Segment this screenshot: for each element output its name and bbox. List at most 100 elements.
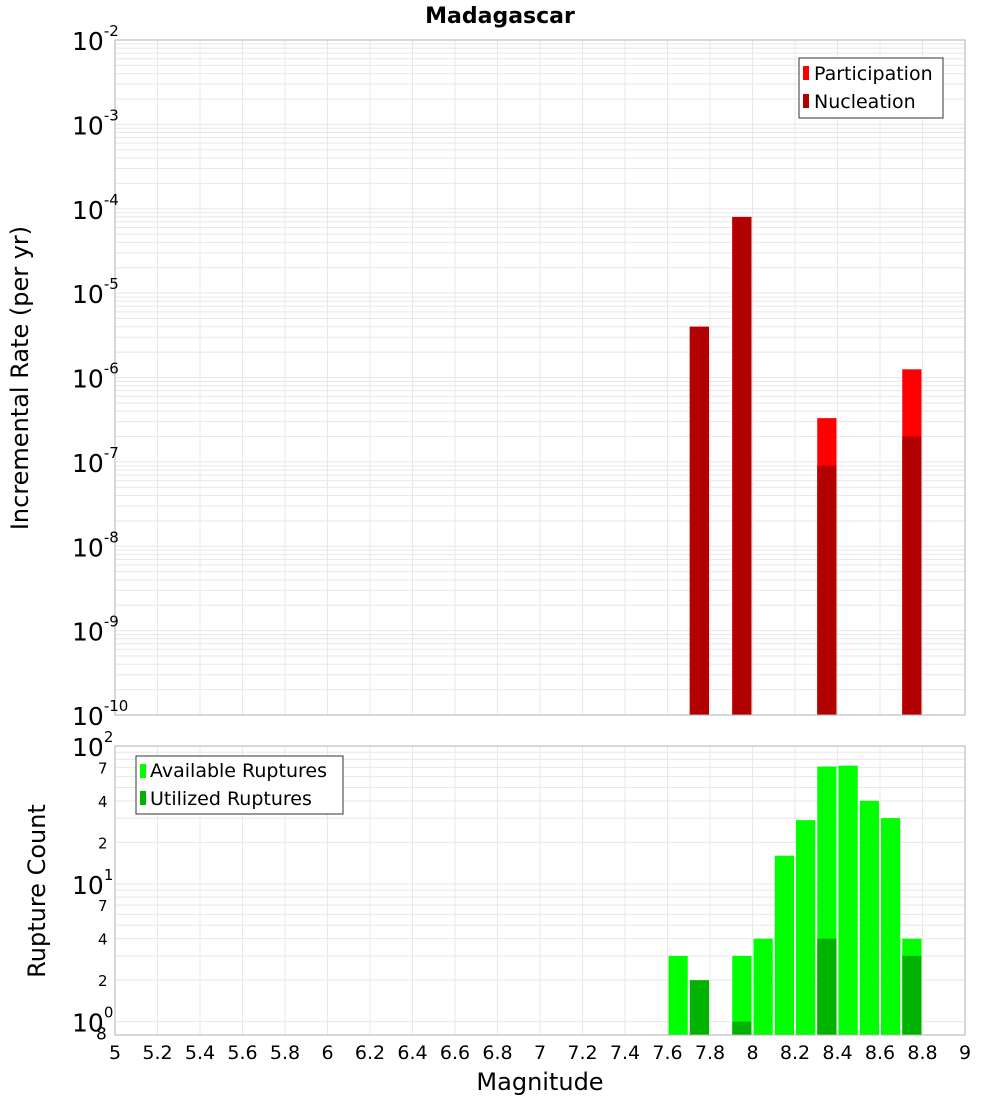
bottom-plot-frame — [114, 745, 966, 1036]
top-y-tick-label: 10-10 — [72, 697, 128, 731]
legend-swatch-nucleation — [803, 94, 809, 108]
tick-exponent: -5 — [104, 275, 119, 293]
tick-base: 10 — [72, 702, 104, 731]
x-tick-label: 7 — [534, 1042, 546, 1064]
legend-swatch-participation — [803, 66, 809, 80]
top-plot-bars — [689, 216, 922, 715]
top-plot-grid — [114, 40, 966, 716]
legend-label-available: Available Ruptures — [150, 760, 327, 782]
tick-exponent: 1 — [104, 866, 114, 884]
available-bar — [732, 955, 752, 1035]
utilized-bar — [902, 955, 922, 1035]
legend-label-nucleation: Nucleation — [814, 91, 916, 113]
tick-exponent: -9 — [104, 613, 119, 631]
bottom-y-minor-tick-label: 2 — [98, 972, 108, 990]
top-legend-box — [798, 57, 944, 119]
bottom-y-minor-tick-label: 2 — [98, 834, 108, 852]
bottom-y-axis-label: Rupture Count — [23, 804, 51, 978]
x-tick-label: 8 — [746, 1042, 758, 1064]
top-y-tick-label: 10-5 — [72, 275, 119, 309]
top-legend: Participation Nucleation — [798, 57, 944, 119]
tick-base: 10 — [72, 733, 104, 762]
x-tick-label: 6 — [321, 1042, 333, 1064]
available-bar — [796, 820, 816, 1035]
top-y-tick-label: 10-9 — [72, 613, 119, 647]
x-tick-labels: 5 5.2 5.4 5.6 5.8 6 6.2 6.4 6.6 6.8 7 7.2 7.4 7.6 7.8 8… — [109, 1042, 971, 1064]
x-tick-label: 5.6 — [227, 1042, 257, 1064]
nucleation-bar — [902, 436, 922, 715]
utilized-bar — [689, 980, 709, 1035]
bottom-plot-bars — [668, 765, 922, 1035]
x-tick-label: 6.2 — [355, 1042, 385, 1064]
bottom-y-tick-label: 100 — [72, 1004, 113, 1038]
x-tick-label: 9 — [959, 1042, 971, 1064]
top-y-tick-label: 10-2 — [72, 22, 119, 56]
legend-swatch-available — [140, 764, 146, 778]
chart-title: Madagascar — [425, 4, 575, 29]
x-tick-label: 7.8 — [695, 1042, 725, 1064]
x-tick-label: 5 — [109, 1042, 121, 1064]
x-tick-label: 8.8 — [907, 1042, 937, 1064]
tick-exponent: -6 — [104, 360, 119, 378]
top-y-tick-label: 10-6 — [72, 360, 119, 394]
x-tick-label: 8.4 — [822, 1042, 852, 1064]
legend-label-utilized: Utilized Ruptures — [150, 788, 312, 810]
available-bar — [668, 955, 688, 1035]
top-y-tick-label: 10-7 — [72, 444, 119, 478]
top-y-tick-label: 10-8 — [72, 528, 119, 562]
x-tick-label: 7.4 — [610, 1042, 640, 1064]
tick-exponent: -7 — [104, 444, 119, 462]
available-bar — [753, 938, 773, 1035]
bottom-y-tick-label: 101 — [72, 866, 113, 900]
tick-base: 10 — [72, 196, 104, 225]
legend-label-participation: Participation — [814, 63, 933, 85]
nucleation-bar — [817, 465, 837, 715]
bottom-y-minor-tick-label: 4 — [98, 793, 108, 811]
x-tick-label: 8.2 — [780, 1042, 810, 1064]
tick-exponent: 2 — [104, 728, 114, 746]
bottom-y-tick-label: 102 — [72, 728, 113, 762]
nucleation-bar — [689, 326, 709, 715]
tick-exponent: 0 — [104, 1004, 114, 1022]
tick-base: 10 — [72, 449, 104, 478]
x-tick-label: 7.2 — [567, 1042, 597, 1064]
tick-base: 10 — [72, 1009, 104, 1038]
utilized-bar — [732, 1021, 752, 1035]
available-bar — [859, 800, 879, 1035]
available-bar — [838, 765, 858, 1035]
bottom-legend-box — [135, 755, 344, 815]
top-y-tick-label: 10-4 — [72, 191, 119, 225]
x-tick-label: 5.8 — [270, 1042, 300, 1064]
bottom-y-minor-tick-label: 4 — [98, 931, 108, 949]
bottom-y-minor-tick-label: 7 — [98, 897, 108, 915]
tick-exponent: -3 — [104, 106, 119, 124]
tick-exponent: -8 — [104, 528, 119, 546]
x-tick-label: 6.4 — [397, 1042, 427, 1064]
bottom-y-minor-tick-label: 8 — [96, 1025, 107, 1045]
tick-exponent: -10 — [104, 697, 129, 715]
top-y-tick-label: 10-3 — [72, 106, 119, 140]
x-tick-label: 5.4 — [185, 1042, 215, 1064]
tick-exponent: -4 — [104, 191, 119, 209]
bottom-y-minor-tick-label: 7 — [98, 759, 108, 777]
utilized-bar — [817, 938, 837, 1035]
top-plot-frame — [114, 39, 966, 716]
x-tick-label: 6.6 — [440, 1042, 470, 1064]
top-y-axis-label: Incremental Rate (per yr) — [6, 226, 34, 530]
tick-base: 10 — [72, 111, 104, 140]
tick-base: 10 — [72, 618, 104, 647]
nucleation-bar — [732, 216, 752, 715]
tick-base: 10 — [72, 280, 104, 309]
tick-base: 10 — [72, 871, 104, 900]
available-bar — [774, 855, 794, 1035]
tick-base: 10 — [72, 533, 104, 562]
x-axis-label: Magnitude — [476, 1068, 603, 1096]
tick-base: 10 — [72, 365, 104, 394]
legend-swatch-utilized — [140, 791, 146, 805]
x-tick-label: 5.2 — [142, 1042, 172, 1064]
